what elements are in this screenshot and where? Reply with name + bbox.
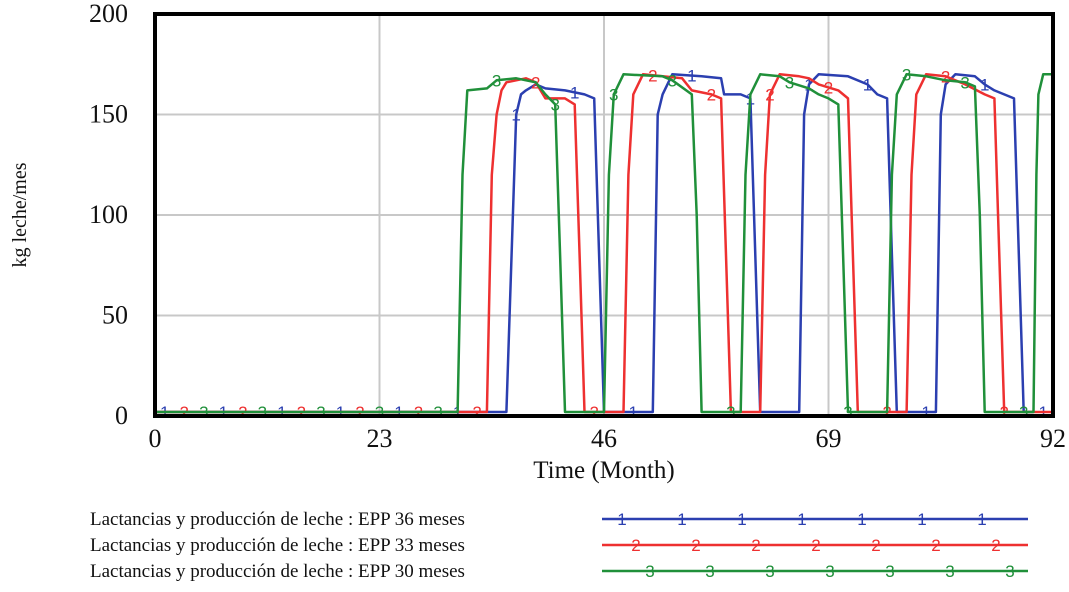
series-marker-1: 1 bbox=[863, 75, 872, 94]
legend-marker: 3 bbox=[945, 562, 954, 581]
x-tick-label: 92 bbox=[1040, 424, 1066, 453]
x-tick-label: 69 bbox=[816, 424, 842, 453]
series-marker-2: 2 bbox=[941, 67, 950, 86]
series-marker-3: 3 bbox=[609, 85, 618, 104]
x-tick-label: 46 bbox=[591, 424, 617, 453]
series-marker-1: 1 bbox=[921, 403, 930, 422]
legend-marker: 1 bbox=[737, 510, 746, 529]
x-axis-title: Time (Month) bbox=[533, 457, 674, 484]
series-marker-1: 1 bbox=[980, 75, 989, 94]
legend-marker: 3 bbox=[885, 562, 894, 581]
legend-marker: 3 bbox=[645, 562, 654, 581]
series-line-3 bbox=[155, 73, 1053, 414]
legend-marker: 2 bbox=[751, 536, 760, 555]
series-marker-3: 3 bbox=[785, 73, 794, 92]
x-tick-labels: 0 23 46 69 92 bbox=[149, 424, 1067, 453]
series-marker-1: 1 bbox=[511, 106, 520, 125]
legend-marker: 3 bbox=[765, 562, 774, 581]
legend-marker: 1 bbox=[917, 510, 926, 529]
series-marker-1: 1 bbox=[687, 67, 696, 86]
legend-marker: 2 bbox=[991, 536, 1000, 555]
y-tick-label: 100 bbox=[89, 200, 128, 229]
series-marker-1: 1 bbox=[570, 83, 579, 102]
series-marker-3: 3 bbox=[433, 403, 442, 422]
series-marker-3: 3 bbox=[375, 403, 384, 422]
legend-marker: 1 bbox=[977, 510, 986, 529]
series-marker-3: 3 bbox=[1019, 403, 1028, 422]
y-tick-label: 0 bbox=[115, 401, 128, 430]
legend-marker: 1 bbox=[617, 510, 626, 529]
legend-marker: 2 bbox=[811, 536, 820, 555]
y-tick-labels: 0 50 100 150 200 bbox=[89, 0, 128, 430]
series-marker-1: 1 bbox=[804, 75, 813, 94]
series-marker-3: 3 bbox=[668, 71, 677, 90]
series-marker-3: 3 bbox=[902, 65, 911, 84]
plot-frame bbox=[153, 12, 1055, 418]
y-tick-label: 150 bbox=[89, 100, 128, 129]
legend-marker: 1 bbox=[677, 510, 686, 529]
legend: Lactancias y producción de leche : EPP 3… bbox=[90, 509, 1028, 582]
series-marker-3: 3 bbox=[843, 403, 852, 422]
series-marker-3: 3 bbox=[316, 403, 325, 422]
legend-marker: 1 bbox=[797, 510, 806, 529]
y-tick-label: 50 bbox=[102, 301, 128, 330]
series-marker-1: 1 bbox=[629, 403, 638, 422]
series-marker-2: 2 bbox=[472, 403, 481, 422]
legend-marker: 3 bbox=[1005, 562, 1014, 581]
x-tick-label: 23 bbox=[367, 424, 393, 453]
series-marker-3: 3 bbox=[492, 71, 501, 90]
legend-marker: 1 bbox=[857, 510, 866, 529]
legend-label: Lactancias y producción de leche : EPP 3… bbox=[90, 561, 465, 582]
series-marker-3: 3 bbox=[960, 73, 969, 92]
series-marker-2: 2 bbox=[707, 85, 716, 104]
y-tick-label: 200 bbox=[89, 0, 128, 28]
series-marker-3: 3 bbox=[258, 403, 267, 422]
series-marker-3: 3 bbox=[550, 95, 559, 114]
series-marker-3: 3 bbox=[199, 403, 208, 422]
legend-marker: 2 bbox=[931, 536, 940, 555]
legend-label: Lactancias y producción de leche : EPP 3… bbox=[90, 535, 465, 556]
series-marker-2: 2 bbox=[765, 85, 774, 104]
legend-marker: 2 bbox=[631, 536, 640, 555]
series-marker-2: 2 bbox=[824, 78, 833, 97]
legend-marker: 3 bbox=[825, 562, 834, 581]
legend-marker: 3 bbox=[705, 562, 714, 581]
y-axis-title: kg leche/mes bbox=[9, 162, 31, 267]
x-tick-label: 0 bbox=[149, 424, 162, 453]
legend-marker: 2 bbox=[691, 536, 700, 555]
series-line-2 bbox=[155, 73, 1053, 414]
legend-marker: 2 bbox=[871, 536, 880, 555]
series-line-1 bbox=[155, 73, 1034, 414]
series-marker-3: 3 bbox=[726, 403, 735, 422]
legend-label: Lactancias y producción de leche : EPP 3… bbox=[90, 509, 465, 530]
